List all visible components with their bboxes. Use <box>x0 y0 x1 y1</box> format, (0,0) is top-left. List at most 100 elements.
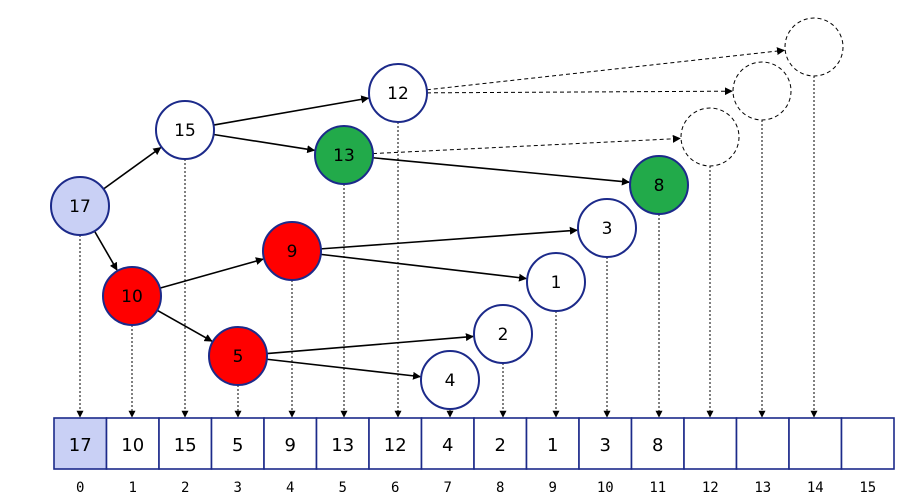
node-circle <box>102 266 162 326</box>
node-circle <box>577 198 637 258</box>
edge-5-11 <box>372 156 630 186</box>
array-cell-13 <box>735 417 790 470</box>
array-cell-box <box>53 417 108 470</box>
edge-4-9 <box>320 253 527 282</box>
edge-1-4 <box>159 257 264 289</box>
projection-lines <box>76 76 818 418</box>
tree-node-8: 2 <box>473 304 533 364</box>
array-index-3: 3 <box>234 480 242 496</box>
node-circle <box>680 107 740 167</box>
array-cell-value: 3 <box>600 435 611 456</box>
array-cell-value: 1 <box>547 435 558 456</box>
array-cell-0: 17 <box>53 417 108 470</box>
node-circle <box>784 17 844 77</box>
tree-edges <box>93 47 785 380</box>
array-index-8: 8 <box>496 480 504 496</box>
node-label: 2 <box>498 325 509 345</box>
array-cell-box <box>420 417 475 470</box>
array-index-15: 15 <box>859 480 876 496</box>
array-index-10: 10 <box>597 480 614 496</box>
tree-node-10: 3 <box>577 198 637 258</box>
array-cell-3: 5 <box>210 417 265 470</box>
empty-node-13 <box>732 61 792 121</box>
tree-node-1: 10 <box>102 266 162 326</box>
edge-0-2 <box>103 146 162 190</box>
array-cell-box <box>630 417 685 470</box>
tree-node-2: 15 <box>155 100 215 160</box>
node-label: 5 <box>233 347 244 367</box>
tree-node-11: 8 <box>629 155 689 215</box>
array-cell-box <box>735 417 790 470</box>
node-circle <box>50 176 110 236</box>
node-circle <box>732 61 792 121</box>
array-index-4: 4 <box>286 480 294 496</box>
array-index-11: 11 <box>649 480 666 496</box>
empty-node-14 <box>784 17 844 77</box>
array-cell-box <box>158 417 213 470</box>
edge-1-3 <box>156 309 213 342</box>
node-label: 13 <box>333 146 355 166</box>
node-label: 1 <box>551 273 562 293</box>
array-index-13: 13 <box>754 480 771 496</box>
node-circle <box>420 350 480 410</box>
edge-2-5 <box>213 133 316 154</box>
node-circle <box>262 221 322 281</box>
node-label: 12 <box>387 84 409 104</box>
array-cell-value: 15 <box>174 435 197 456</box>
edge-0-1 <box>93 230 118 271</box>
tree-node-0: 17 <box>50 176 110 236</box>
array-cell-box <box>473 417 528 470</box>
node-label: 17 <box>69 197 91 217</box>
heap-array: 17 10 15 5 9 13 12 4 2 1 3 80 1 2 3 4 5 6 7 8 9 10 11 12 13 14 15 <box>53 417 895 496</box>
edge-3-7 <box>266 358 421 380</box>
node-label: 10 <box>121 287 143 307</box>
array-cell-1: 10 <box>105 417 160 470</box>
array-index-5: 5 <box>339 480 347 496</box>
array-index-9: 9 <box>549 480 557 496</box>
array-cell-box <box>788 417 843 470</box>
node-circle <box>526 252 586 312</box>
array-cell-box <box>683 417 738 470</box>
node-label: 3 <box>602 219 613 239</box>
array-cell-5: 13 <box>315 417 370 470</box>
array-index-6: 6 <box>391 480 399 496</box>
edge-5-12 <box>372 134 681 155</box>
array-cell-9: 1 <box>525 417 580 470</box>
array-cell-10: 3 <box>578 417 633 470</box>
empty-node-12 <box>680 107 740 167</box>
array-cell-value: 8 <box>652 435 663 456</box>
node-circle <box>208 326 268 386</box>
array-cell-value: 13 <box>331 435 354 456</box>
edge-2-6 <box>213 95 370 126</box>
array-cell-value: 2 <box>495 435 506 456</box>
array-cell-value: 4 <box>442 435 453 456</box>
array-cell-2: 15 <box>158 417 213 470</box>
array-index-12: 12 <box>702 480 719 496</box>
tree-node-7: 4 <box>420 350 480 410</box>
array-cell-box <box>105 417 160 470</box>
array-index-2: 2 <box>181 480 189 496</box>
array-cell-box <box>840 417 895 470</box>
array-cell-7: 4 <box>420 417 475 470</box>
array-cell-value: 10 <box>121 435 144 456</box>
node-label: 9 <box>287 242 298 262</box>
node-label: 8 <box>654 176 665 196</box>
node-circle <box>629 155 689 215</box>
array-index-14: 14 <box>807 480 824 496</box>
node-circle <box>473 304 533 364</box>
array-cell-box <box>578 417 633 470</box>
tree-node-5: 13 <box>314 125 374 185</box>
array-cell-12 <box>683 417 738 470</box>
tree-node-3: 5 <box>208 326 268 386</box>
array-cell-6: 12 <box>368 417 423 470</box>
tree-node-9: 1 <box>526 252 586 312</box>
array-cell-4: 9 <box>263 417 318 470</box>
array-cell-box <box>210 417 265 470</box>
array-cell-value: 12 <box>384 435 407 456</box>
node-circle <box>368 63 428 123</box>
array-cell-11: 8 <box>630 417 685 470</box>
node-circle <box>314 125 374 185</box>
node-circle <box>155 100 215 160</box>
